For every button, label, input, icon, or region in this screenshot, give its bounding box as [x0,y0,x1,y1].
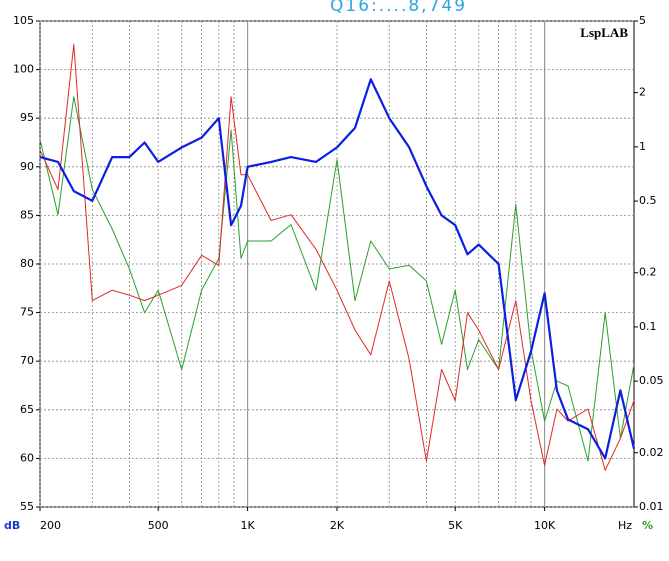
y2-unit: % [642,519,653,532]
y2-tick-label: 0.02 [639,446,664,459]
subtitle: Q16:....8,749 [330,0,467,16]
y-tick-label: 105 [13,14,34,27]
series-line [39,44,635,471]
y2-tick-label: 5 [639,14,646,27]
x-tick-label: 1K [240,519,255,532]
y2-tick-label: 0.1 [639,320,657,333]
y-tick-label: 55 [20,500,34,513]
series-line [39,78,636,460]
y2-tick-label: 0.5 [639,194,657,207]
x-tick-label: 5K [448,519,463,532]
x-tick-label: 200 [40,519,61,532]
y-tick-label: 65 [20,403,34,416]
y2-tick-label: 1 [639,140,646,153]
x-tick-label: 500 [148,519,169,532]
brand-box [562,23,632,43]
y2-tick-label: 0.05 [639,374,664,387]
y2-tick-label: 0.2 [639,266,657,279]
brand: LspLAB [580,25,628,40]
y-tick-label: 95 [20,111,34,124]
x-tick-label: 10K [534,519,556,532]
y2-tick-label: 0.01 [639,500,664,513]
y2-tick-label: 2 [639,86,646,99]
y-tick-label: 85 [20,208,34,221]
x-tick-label: 2K [330,519,345,532]
y-tick-label: 75 [20,306,34,319]
y-tick-label: 70 [20,354,34,367]
y-tick-label: 90 [20,160,34,173]
y-tick-label: 60 [20,451,34,464]
y-unit: dB [4,519,20,532]
y-tick-label: 80 [20,257,34,270]
y-tick-label: 100 [13,63,34,76]
series-line [39,96,635,462]
x-unit: Hz [618,519,632,532]
